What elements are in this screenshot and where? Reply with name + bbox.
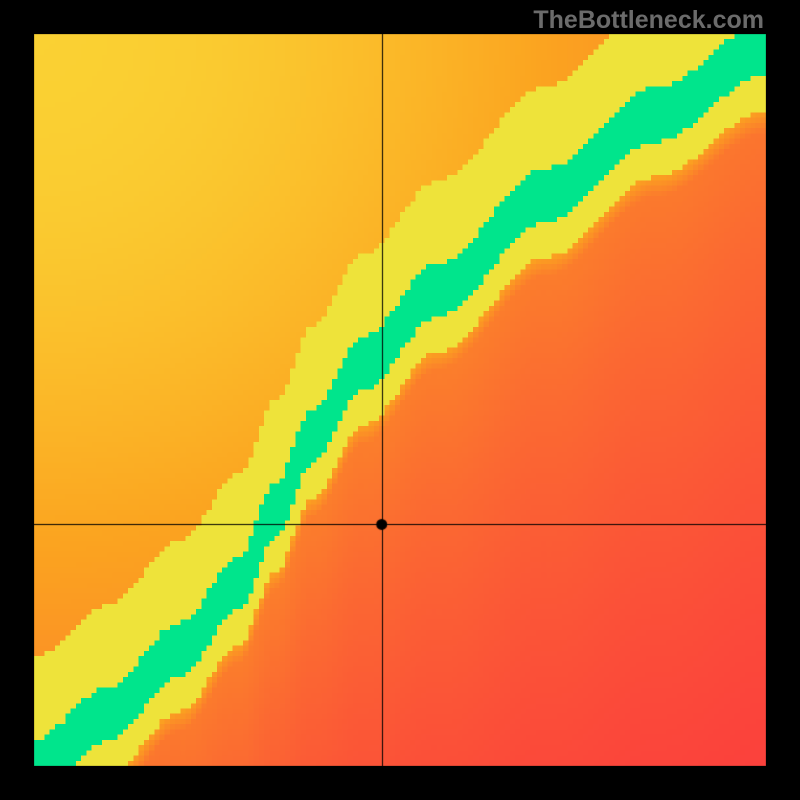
crosshair-overlay — [0, 0, 800, 800]
chart-container: TheBottleneck.com — [0, 0, 800, 800]
source-watermark: TheBottleneck.com — [533, 6, 764, 35]
